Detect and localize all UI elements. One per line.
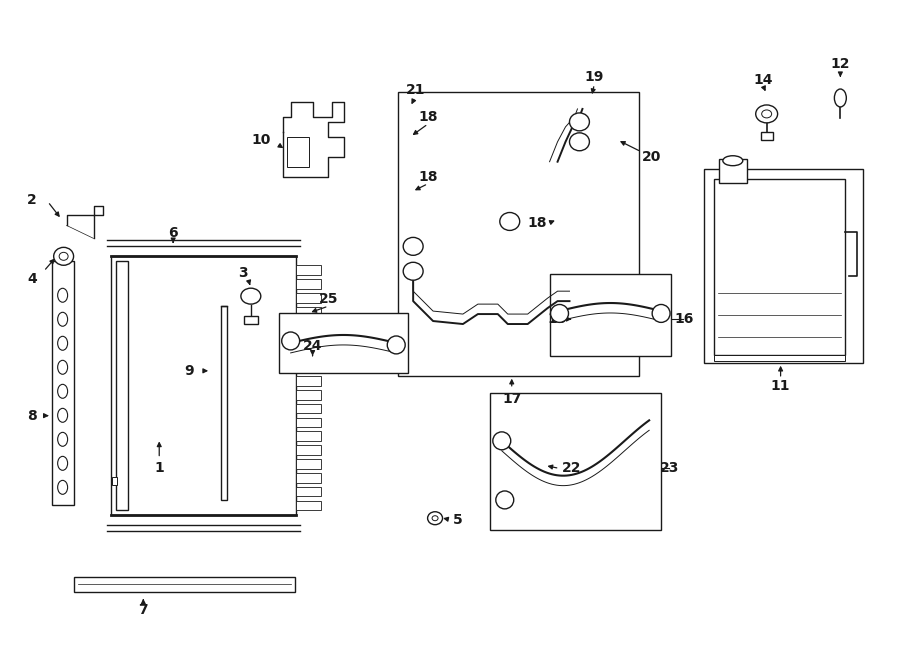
Bar [296,473,320,483]
Text: 18: 18 [418,110,437,124]
Text: 11: 11 [771,379,790,393]
Text: 25: 25 [319,292,338,306]
Text: 20: 20 [642,150,661,164]
Bar [296,348,320,358]
Text: 6: 6 [168,227,178,241]
Ellipse shape [428,512,443,525]
Bar [244,316,257,324]
Text: 8: 8 [27,408,37,422]
Bar [51,261,74,505]
Text: 23: 23 [660,461,679,475]
Text: 2: 2 [27,192,37,206]
Ellipse shape [58,288,68,302]
Bar [296,446,320,455]
Ellipse shape [652,305,670,323]
Bar [287,137,309,167]
Ellipse shape [723,156,742,166]
Ellipse shape [387,336,405,354]
Bar [296,486,320,496]
Bar [296,404,320,413]
Ellipse shape [58,408,68,422]
Ellipse shape [58,456,68,470]
Ellipse shape [58,360,68,374]
Ellipse shape [58,384,68,399]
Text: 14: 14 [754,73,773,87]
Ellipse shape [58,481,68,494]
Ellipse shape [761,110,771,118]
Bar [719,159,747,182]
Text: 7: 7 [139,603,148,617]
Ellipse shape [500,212,519,231]
Bar [296,390,320,400]
Bar [74,577,294,592]
Bar [550,274,671,356]
Bar [296,279,320,289]
Bar [714,178,845,355]
Text: 13: 13 [791,332,810,346]
Bar [296,418,320,427]
Bar [714,355,845,361]
Bar [296,362,320,372]
Text: 5: 5 [453,513,463,527]
Text: 18: 18 [528,216,547,231]
Ellipse shape [58,432,68,446]
Bar [296,266,320,275]
Ellipse shape [756,105,778,123]
Bar [221,306,227,500]
Text: 12: 12 [831,57,850,71]
Ellipse shape [282,332,300,350]
Ellipse shape [54,247,74,265]
Bar [116,261,129,510]
Text: 1: 1 [155,461,164,475]
Ellipse shape [58,312,68,327]
Ellipse shape [432,516,438,521]
Text: 21: 21 [405,83,425,97]
Text: 15: 15 [548,312,567,326]
Bar [279,313,409,373]
Bar [296,432,320,441]
Ellipse shape [570,113,590,131]
Text: 4: 4 [27,272,37,286]
Bar [704,169,863,363]
Text: 3: 3 [238,266,248,280]
Ellipse shape [403,262,423,280]
Text: 10: 10 [251,133,271,147]
Bar [112,477,117,485]
Ellipse shape [570,133,590,151]
Text: 16: 16 [674,312,694,326]
Text: 22: 22 [562,461,581,475]
Bar [112,256,296,515]
Bar [296,334,320,344]
Text: 18: 18 [418,170,437,184]
Bar [490,393,662,530]
Bar [296,307,320,317]
Ellipse shape [493,432,510,449]
Bar [296,500,320,510]
Ellipse shape [834,89,846,107]
Ellipse shape [496,491,514,509]
Text: 17: 17 [502,392,521,406]
Bar [296,321,320,330]
Text: 9: 9 [184,364,194,378]
Bar [296,293,320,303]
Bar [760,132,772,140]
Bar [296,459,320,469]
Ellipse shape [59,253,68,260]
Text: 19: 19 [585,70,604,84]
Bar [398,92,639,376]
Ellipse shape [551,305,569,323]
Ellipse shape [241,288,261,304]
Bar [296,376,320,386]
Text: 24: 24 [302,339,322,353]
Ellipse shape [58,336,68,350]
Ellipse shape [403,237,423,255]
